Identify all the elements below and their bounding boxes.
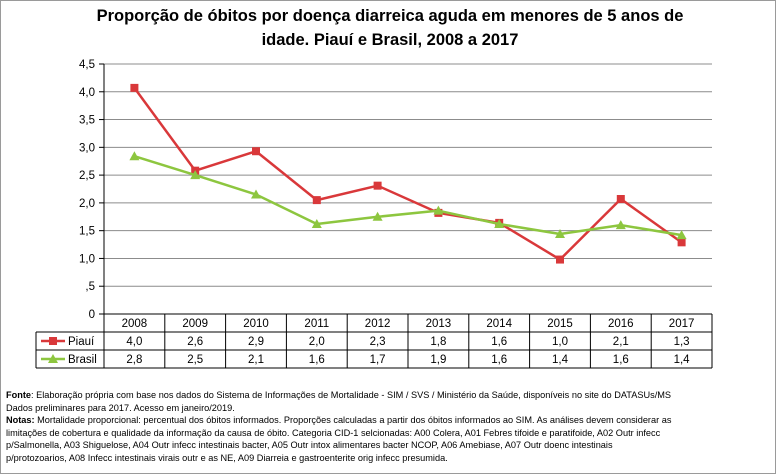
y-tick-label: 4,0 xyxy=(79,87,95,99)
y-tick-label: 3,5 xyxy=(79,115,95,127)
table-value-2: 1,9 xyxy=(430,354,446,366)
y-tick-label: ,5 xyxy=(85,281,95,293)
data-point-1 xyxy=(312,196,321,205)
y-tick-label: 2,0 xyxy=(79,198,95,210)
series-line-1 xyxy=(133,87,683,261)
notas-line-4: p/protozoarios, A08 Infecc intestinais v… xyxy=(6,452,448,463)
data-point-1 xyxy=(616,195,625,203)
data-point-1 xyxy=(373,181,382,190)
table-value-1: 1,8 xyxy=(430,336,446,348)
chart-notes: Fonte: Elaboração própria com base nos d… xyxy=(6,389,770,465)
table-value-1: 1,6 xyxy=(491,336,507,348)
notas-line-1: Notas: Mortalidade proporcional: percent… xyxy=(6,414,770,427)
fonte-label: Fonte xyxy=(6,390,32,400)
y-tick-label: 3,0 xyxy=(79,142,95,154)
data-point-2 xyxy=(676,230,687,240)
fonte-text: : Elaboração própria com base nos dados … xyxy=(31,390,672,400)
chart-title: Proporção de óbitos por doença diarreica… xyxy=(40,4,740,52)
x-category-label: 2017 xyxy=(669,318,695,330)
fonte-line-2: Dados preliminares para 2017. Acesso em … xyxy=(6,402,235,413)
x-category-label: 2010 xyxy=(243,318,269,330)
data-point-1 xyxy=(130,83,139,92)
table-value-2: 2,8 xyxy=(126,354,142,366)
series-line-2 xyxy=(134,155,682,237)
x-category-label: 2012 xyxy=(365,318,391,330)
x-category-label: 2014 xyxy=(486,318,512,330)
table-value-1: 2,9 xyxy=(248,336,264,348)
chart-title-line-1: Proporção de óbitos por doença diarreica… xyxy=(96,7,684,25)
notas-line-3: p/Salmonella, A03 Shiguelose, A04 Outr i… xyxy=(6,440,613,451)
data-point-2 xyxy=(190,170,201,180)
data-point-2 xyxy=(494,219,505,228)
chart-title-line-2: idade. Piauí e Brasil, 2008 a 2017 xyxy=(261,31,519,49)
table-value-2: 1,6 xyxy=(491,354,507,366)
y-tick-label: 1,5 xyxy=(79,226,95,238)
legend-marker-2 xyxy=(48,354,58,363)
data-point-2 xyxy=(615,220,626,230)
y-tick-label: 0 xyxy=(89,309,95,321)
legend-label-2: Brasil xyxy=(68,354,97,366)
notas-text: Mortalidade proporcional: percentual dos… xyxy=(34,415,672,426)
table-value-2: 1,6 xyxy=(613,354,629,366)
table-value-2: 2,1 xyxy=(248,354,264,366)
data-point-2 xyxy=(372,211,383,221)
table-value-1: 4,0 xyxy=(126,336,142,348)
notas-line-2: limitações de cobertura e qualidade da i… xyxy=(6,427,661,438)
table-value-1: 2,0 xyxy=(309,336,325,348)
data-point-2 xyxy=(251,189,261,199)
chart-plot-svg: 4,5 4,0 3,5 3,0 2,5 2,0 1,5 1,0 ,5 0 2008 2009 2010 2… xyxy=(35,59,713,369)
data-point-2 xyxy=(555,229,565,238)
table-value-1: 2,3 xyxy=(370,336,386,348)
table-value-1: 1,3 xyxy=(674,336,690,348)
x-category-label: 2013 xyxy=(426,318,452,330)
y-tick-label: 1,0 xyxy=(79,253,95,265)
y-tick-label: 4,5 xyxy=(79,59,95,71)
data-point-2 xyxy=(129,151,140,161)
data-point-1 xyxy=(677,238,686,247)
table-value-2: 1,6 xyxy=(309,354,325,366)
table-value-2: 2,5 xyxy=(187,354,203,366)
x-category-label: 2015 xyxy=(547,318,573,330)
y-tick-label: 2,5 xyxy=(79,170,95,182)
table-value-2: 1,7 xyxy=(370,354,386,366)
notas-label: Notas: xyxy=(6,415,35,426)
fonte-line-1: Fonte: Elaboração própria com base nos d… xyxy=(6,389,770,402)
table-value-2: 1,4 xyxy=(552,354,569,366)
table-value-1: 2,1 xyxy=(613,336,629,348)
data-point-2 xyxy=(433,205,444,215)
table-value-1: 1,0 xyxy=(552,336,568,348)
table-value-1: 2,6 xyxy=(187,336,203,348)
data-point-1 xyxy=(556,255,564,264)
x-category-label: 2009 xyxy=(182,318,208,330)
x-category-label: 2008 xyxy=(122,318,148,330)
table-value-2: 1,4 xyxy=(674,354,691,366)
data-point-2 xyxy=(311,219,322,228)
legend-label-1: Piauí xyxy=(68,336,95,348)
legend-marker-1 xyxy=(49,337,57,345)
data-point-1 xyxy=(252,147,260,156)
x-category-label: 2011 xyxy=(304,318,329,330)
x-category-label: 2016 xyxy=(608,318,634,330)
